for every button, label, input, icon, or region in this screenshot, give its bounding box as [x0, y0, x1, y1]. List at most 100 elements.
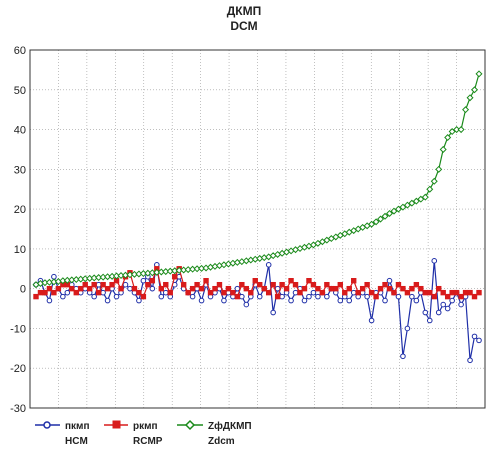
data-point-rcmp: [180, 281, 187, 288]
y-tick-label: 60: [14, 45, 26, 57]
legend-label-rcmp-2: RCMP: [133, 436, 163, 447]
data-point-rcmp: [131, 285, 138, 292]
data-point-hcm: [64, 289, 71, 296]
data-point-rcmp: [243, 285, 250, 292]
data-point-rcmp: [467, 289, 473, 296]
data-point-zdcm: [390, 207, 398, 215]
data-point-rcmp: [42, 289, 48, 296]
legend-label-zdcm-2: Zdcm: [208, 436, 235, 447]
data-point-rcmp: [315, 285, 321, 292]
data-point-rcmp: [261, 285, 267, 292]
data-point-hcm: [324, 293, 330, 300]
data-point-rcmp: [418, 285, 424, 292]
data-point-rcmp: [346, 285, 352, 292]
y-tick-label: -20: [10, 363, 26, 375]
data-point-zdcm: [475, 70, 483, 78]
legend-label-hcm-2: HCM: [65, 436, 88, 447]
data-point-rcmp: [297, 289, 303, 296]
data-point-zdcm: [439, 145, 447, 153]
data-point-rcmp: [306, 278, 312, 284]
data-point-rcmp: [458, 293, 464, 300]
y-tick-label: 10: [14, 244, 26, 256]
data-point-hcm: [444, 305, 451, 312]
data-point-rcmp: [274, 293, 281, 300]
data-point-zdcm: [462, 106, 470, 114]
data-point-zdcm: [385, 209, 394, 217]
data-point-hcm: [158, 293, 165, 300]
legend-label-rcmp: ркмп: [133, 421, 158, 432]
data-point-zdcm: [417, 195, 425, 203]
series-rcmp: [33, 266, 482, 300]
data-point-rcmp: [69, 285, 75, 292]
data-point-hcm: [149, 285, 156, 292]
gridlines: [30, 49, 485, 409]
data-point-hcm: [221, 297, 227, 304]
data-point-rcmp: [46, 285, 53, 292]
data-point-rcmp: [342, 289, 348, 296]
data-point-rcmp: [73, 289, 79, 296]
data-point-rcmp: [427, 289, 433, 296]
data-point-rcmp: [239, 281, 245, 288]
data-point-hcm: [409, 293, 415, 300]
data-point-hcm: [279, 293, 285, 300]
data-point-rcmp: [386, 285, 393, 292]
y-tick-label: 40: [14, 125, 26, 137]
data-point-zdcm: [394, 205, 402, 213]
data-point-hcm: [306, 293, 312, 300]
chart-subtitle: DCM: [230, 19, 257, 33]
y-tick-label: 50: [14, 85, 26, 97]
data-point-rcmp: [212, 285, 218, 292]
data-point-rcmp: [471, 293, 478, 300]
data-point-hcm: [315, 293, 321, 300]
data-point-rcmp: [252, 278, 258, 284]
chart-title: ДКМП: [227, 4, 262, 18]
data-point-rcmp: [118, 285, 124, 292]
data-point-rcmp: [422, 289, 429, 296]
data-point-hcm: [476, 337, 482, 344]
data-point-zdcm: [399, 203, 407, 211]
data-point-rcmp: [440, 289, 446, 296]
data-point-hcm: [310, 289, 317, 296]
data-point-rcmp: [136, 289, 142, 296]
data-point-zdcm: [453, 126, 461, 134]
data-point-zdcm: [381, 212, 389, 220]
data-point-rcmp: [109, 281, 115, 288]
data-point-hcm: [440, 301, 447, 308]
data-point-rcmp: [436, 285, 442, 292]
data-point-zdcm: [448, 128, 456, 136]
data-point-hcm: [140, 277, 147, 284]
data-point-rcmp: [230, 289, 236, 296]
data-point-rcmp: [145, 281, 151, 288]
data-point-zdcm: [435, 165, 443, 173]
data-point-rcmp: [368, 289, 375, 296]
data-point-hcm: [404, 325, 411, 332]
data-point-rcmp: [449, 289, 455, 296]
data-point-rcmp: [104, 285, 111, 292]
data-point-rcmp: [78, 285, 84, 292]
data-point-hcm: [234, 285, 241, 292]
data-point-rcmp: [95, 289, 102, 296]
data-point-rcmp: [100, 281, 106, 288]
data-point-rcmp: [207, 289, 214, 296]
data-point-zdcm: [377, 215, 385, 223]
data-point-rcmp: [351, 278, 357, 284]
data-point-hcm: [301, 297, 308, 304]
data-point-rcmp: [301, 285, 308, 292]
data-point-rcmp: [462, 289, 469, 296]
data-point-zdcm: [466, 94, 474, 102]
series-hcm: [33, 258, 482, 364]
data-point-rcmp: [55, 285, 62, 292]
plot-frame: [29, 49, 486, 409]
data-point-rcmp: [167, 289, 173, 296]
series-layer: [32, 70, 483, 364]
data-point-zdcm: [421, 193, 429, 201]
data-point-zdcm: [444, 134, 452, 142]
data-point-zdcm: [412, 197, 420, 205]
data-point-hcm: [435, 309, 442, 316]
data-point-hcm: [198, 297, 205, 304]
y-tick-label: -30: [10, 403, 26, 415]
data-point-hcm: [113, 293, 120, 300]
data-point-rcmp: [310, 281, 317, 288]
y-tick-label: -10: [10, 323, 26, 335]
data-point-rcmp: [37, 289, 44, 296]
